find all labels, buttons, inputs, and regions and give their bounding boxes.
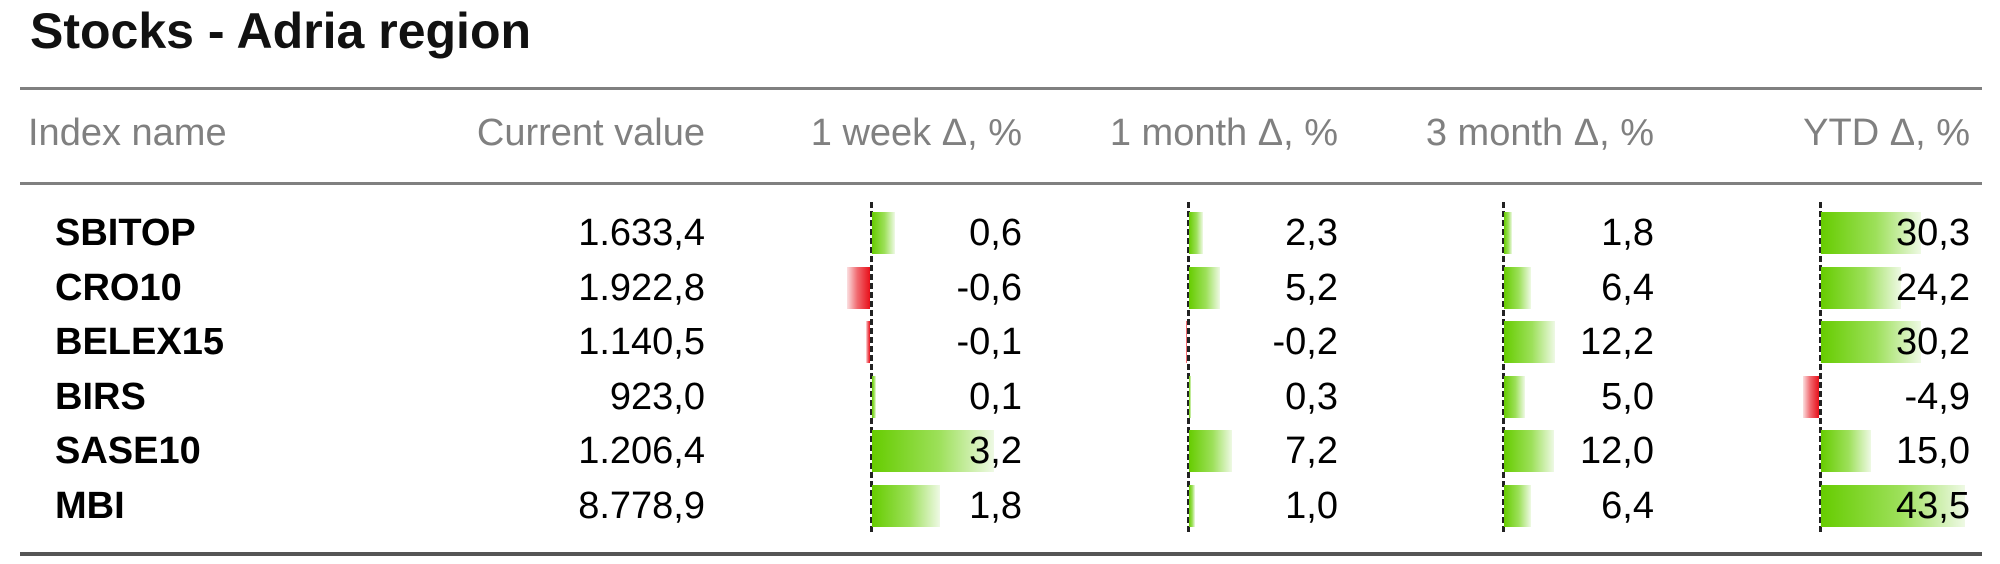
bar-ytd-belex15 [1821,321,1921,363]
delta-m3-cell: 6,4 [1601,266,1654,309]
delta-m3-cell: 12,2 [1580,321,1654,363]
delta-ytd-cell: 30,2 [1896,321,1970,363]
delta-m1-cell: 2,3 [1285,212,1338,254]
header-3-month: 3 month Δ, % [1425,112,1654,154]
bar-m3-mbi [1504,484,1531,527]
delta-m3-cell: 1,8 [1601,212,1654,254]
bar-m3-birs [1504,375,1525,418]
bar-m1-sase10 [1189,430,1233,472]
delta-m1-cell: 5,2 [1285,266,1338,309]
delta-m1-cell: 1,0 [1285,484,1338,527]
delta-ytd-cell: -4,9 [1904,375,1970,418]
bar-ytd-birs [1802,375,1819,418]
current-value-cell: 1.206,4 [578,430,705,472]
header-1-week: 1 week Δ, % [810,112,1022,154]
zero-axis-m1 [1187,202,1190,532]
header-1-month: 1 month Δ, % [1109,112,1338,154]
index-name-cell: CRO10 [55,266,182,309]
delta-m1-cell: -0,2 [1272,321,1338,363]
delta-m3-cell: 5,0 [1601,375,1654,418]
current-value-cell: 923,0 [609,375,705,418]
bar-m3-sbitop [1504,212,1512,254]
delta-w1-cell: 1,8 [969,484,1022,527]
delta-w1-cell: -0,1 [956,321,1022,363]
bar-ytd-sase10 [1821,430,1871,472]
bar-m1-belex15 [1185,321,1187,363]
current-value-cell: 1.633,4 [578,212,705,254]
bar-w1-cro10 [847,266,870,309]
delta-m1-cell: 7,2 [1285,430,1338,472]
bar-m3-cro10 [1504,266,1531,309]
delta-w1-cell: 0,1 [969,375,1022,418]
bar-m1-mbi [1189,484,1195,527]
delta-m1-cell: 0,3 [1285,375,1338,418]
delta-ytd-cell: 30,3 [1896,212,1970,254]
current-value-cell: 1.140,5 [578,321,705,363]
delta-ytd-cell: 24,2 [1896,266,1970,309]
bar-w1-birs [872,375,876,418]
index-name-cell: BELEX15 [55,321,224,363]
bar-w1-sbitop [872,212,895,254]
delta-m3-cell: 12,0 [1580,430,1654,472]
delta-m3-cell: 6,4 [1601,484,1654,527]
bar-w1-mbi [872,484,941,527]
bottom-rule [20,552,1982,556]
delta-w1-cell: 3,2 [969,430,1022,472]
bar-ytd-mbi [1821,484,1965,527]
delta-ytd-cell: 43,5 [1896,484,1970,527]
bar-m1-cro10 [1189,266,1221,309]
bar-m1-birs [1189,375,1191,418]
current-value-cell: 1.922,8 [578,266,705,309]
zero-axis-w1 [870,202,873,532]
current-value-cell: 8.778,9 [578,484,705,527]
page-title: Stocks - Adria region [30,3,532,59]
header-current-value: Current value [476,112,705,154]
index-name-cell: BIRS [55,375,146,418]
bar-ytd-sbitop [1821,212,1921,254]
top-rule [20,87,1982,90]
bar-m3-sase10 [1504,430,1555,472]
zero-axis-ytd [1819,202,1822,532]
header-ytd: YTD Δ, % [1803,112,1970,154]
bar-m3-belex15 [1504,321,1556,363]
zero-axis-m3 [1502,202,1505,532]
delta-w1-cell: 0,6 [969,212,1022,254]
index-name-cell: SASE10 [55,430,201,472]
delta-ytd-cell: 15,0 [1896,430,1970,472]
bar-w1-sase10 [872,430,994,472]
index-name-cell: SBITOP [55,212,196,254]
header-index-name: Index name [28,112,227,154]
bar-m1-sbitop [1189,212,1203,254]
header-rule [20,182,1982,185]
delta-w1-cell: -0,6 [956,266,1022,309]
bar-ytd-cro10 [1821,266,1901,309]
bar-w1-belex15 [866,321,870,363]
index-name-cell: MBI [55,484,125,527]
